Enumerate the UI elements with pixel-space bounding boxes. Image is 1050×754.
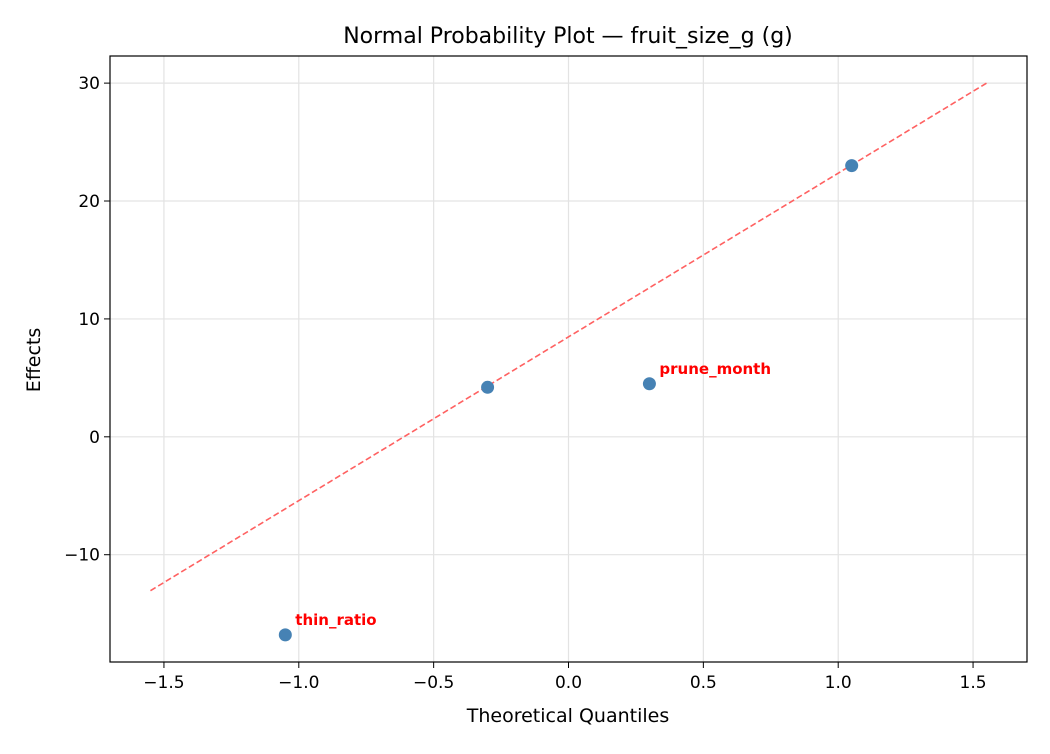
- x-tick-label: −0.5: [413, 673, 454, 693]
- data-point: [642, 377, 656, 391]
- x-axis-label: Theoretical Quantiles: [466, 705, 669, 727]
- y-tick-label: 10: [78, 310, 100, 330]
- chart-title: Normal Probability Plot — fruit_size_g (…: [343, 24, 793, 49]
- grid: [110, 56, 1027, 662]
- x-tick-label: 0.5: [690, 673, 717, 693]
- y-tick-label: −10: [64, 546, 100, 566]
- y-tick-label: 0: [89, 428, 100, 448]
- x-tick-label: −1.0: [278, 673, 319, 693]
- x-ticks: −1.5 −1.0 −0.5 0.0 0.5 1.0 1.5: [143, 662, 987, 693]
- data-point: [845, 159, 859, 173]
- point-annotation: prune_month: [659, 360, 771, 378]
- x-tick-label: 1.0: [825, 673, 852, 693]
- x-tick-label: 0.0: [555, 673, 582, 693]
- point-annotation: thin_ratio: [295, 611, 376, 629]
- y-tick-label: 20: [78, 192, 100, 212]
- data-point: [278, 628, 292, 642]
- x-tick-label: 1.5: [960, 673, 987, 693]
- y-ticks: −10 0 10 20 30: [64, 74, 110, 566]
- y-axis-label: Effects: [23, 328, 45, 393]
- y-tick-label: 30: [78, 74, 100, 94]
- points-group: thin_ratio prune_month: [278, 159, 859, 642]
- x-tick-label: −1.5: [143, 673, 184, 693]
- data-point: [481, 380, 495, 394]
